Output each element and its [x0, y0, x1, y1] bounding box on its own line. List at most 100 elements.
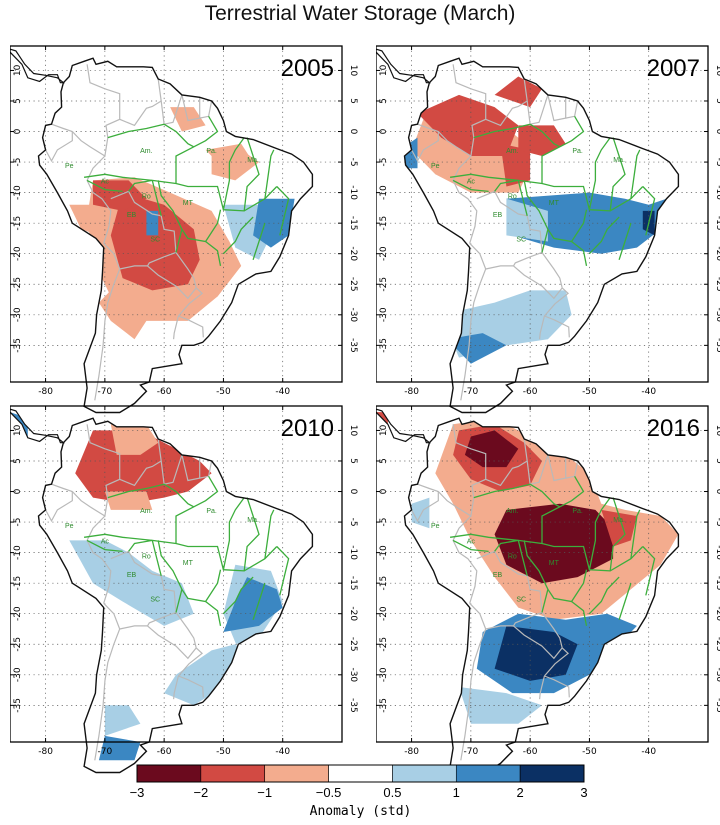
lat-tick-label-left: -20	[379, 606, 389, 621]
map-frame	[376, 45, 709, 383]
lon-tick-label-top: -50	[582, 44, 597, 45]
state-border	[157, 540, 222, 603]
lat-tick-label-left: -25	[379, 277, 389, 292]
lat-tick-label-left: -30	[13, 667, 23, 682]
state-border	[523, 180, 588, 243]
lon-tick-label-bottom: -40	[275, 387, 290, 397]
lat-tick-label-right: 10	[714, 65, 720, 77]
lon-tick-label-top: -80	[38, 44, 53, 45]
lat-tick-label-right: -20	[348, 246, 358, 261]
lat-tick-label-right: -10	[714, 185, 720, 200]
country-border	[157, 78, 162, 102]
state-border	[630, 149, 641, 199]
state-border	[517, 540, 528, 576]
lat-tick-label-left: -10	[13, 185, 23, 200]
panel-year-label: 2007	[647, 55, 700, 82]
region-label: Ma.	[613, 517, 625, 524]
anomaly-field-2016	[376, 412, 679, 724]
country-border	[543, 647, 570, 677]
state-border	[541, 589, 549, 613]
lon-tick-label-bottom: -50	[216, 747, 231, 757]
country-border	[476, 190, 543, 258]
country-border	[523, 438, 528, 462]
lat-tick-label-left: -15	[13, 216, 23, 231]
anomaly-region	[69, 540, 194, 626]
anomaly-region	[104, 705, 141, 736]
lat-tick-label-left: 5	[13, 98, 23, 104]
anomaly-region	[376, 76, 394, 89]
state-border	[264, 509, 275, 559]
state-border	[541, 475, 585, 544]
lat-tick-label-left: -5	[379, 158, 389, 167]
country-border	[160, 454, 183, 485]
state-border	[630, 509, 641, 559]
country-border	[177, 647, 204, 677]
region-label: MT	[183, 560, 194, 567]
lat-tick-label-left: 5	[13, 458, 23, 464]
region-label: MT	[183, 200, 194, 207]
map-panel-2016: Am. Pa. Ma. MT Ro Ac EB SC Pe 2016 -80 -80 -70 -70 -60…	[376, 404, 720, 788]
region-label: SC	[516, 596, 526, 603]
lon-tick-label-top: -50	[582, 404, 597, 405]
state-border	[588, 216, 620, 255]
country-border	[411, 131, 439, 163]
anomaly-region	[69, 204, 99, 236]
region-label: Ro	[142, 554, 151, 561]
state-border	[151, 180, 162, 216]
country-border	[160, 94, 183, 125]
coastline	[37, 57, 314, 414]
coastline-central-america	[10, 48, 66, 84]
region-label: Pa.	[206, 508, 217, 515]
map-svg-2007: Am. Pa. Ma. MT Ro Ac EB SC Pe 2007 -80 -80 -70 -70 -60…	[376, 44, 720, 414]
state-border	[618, 223, 632, 260]
lon-tick-label-bottom: -40	[275, 747, 290, 757]
region-label: Ac	[101, 538, 110, 545]
lat-tick-label-left: -20	[13, 606, 23, 621]
lat-tick-label-left: -15	[379, 216, 389, 231]
state-border	[529, 483, 561, 508]
state-border	[128, 539, 153, 552]
state-border	[264, 149, 275, 199]
country-border	[523, 78, 528, 102]
coastline	[403, 417, 680, 774]
lat-tick-label-left: -30	[379, 307, 389, 322]
map-frame	[10, 405, 343, 743]
country-border	[485, 100, 528, 127]
lat-tick-label-right: -15	[348, 216, 358, 231]
country-border	[86, 64, 121, 138]
state-border	[450, 173, 644, 212]
lat-tick-label-left: -10	[13, 545, 23, 560]
state-border	[529, 123, 561, 148]
country-border	[543, 287, 570, 317]
country-border	[86, 515, 112, 604]
state-border	[452, 539, 489, 553]
lon-tick-label-top: -40	[275, 44, 290, 45]
state-border	[86, 179, 123, 193]
country-border	[147, 265, 197, 300]
state-border	[205, 600, 222, 627]
country-border	[452, 424, 487, 498]
anomaly-region	[223, 577, 283, 632]
map-frame	[10, 45, 343, 383]
lon-tick-label-top: -70	[464, 404, 479, 405]
lat-tick-label-left: -15	[13, 576, 23, 591]
lat-tick-label-left: -25	[13, 277, 23, 292]
state-border	[205, 240, 222, 267]
lat-tick-label-left: -5	[13, 158, 23, 167]
map-svg-2010: Am. Pa. Ma. MT Ro Ac EB SC Pe 2010 -80 -80 -70 -70 -60…	[10, 404, 358, 774]
map-content-2005: Am. Pa. Ma. MT Ro Ac EB SC Pe 2005 -80 -80 -70 -70 -60…	[10, 44, 358, 414]
state-border	[450, 533, 644, 572]
region-label: Ac	[467, 538, 476, 545]
coastline	[403, 57, 680, 414]
region-label: MT	[549, 560, 560, 567]
state-border	[588, 576, 620, 615]
lat-tick-label-left: -15	[379, 576, 389, 591]
lat-tick-label-right: -5	[714, 518, 720, 527]
lon-tick-label-bottom: -70	[98, 747, 113, 757]
region-label: EB	[493, 212, 503, 219]
region-label: Pa.	[572, 508, 583, 515]
country-border	[544, 675, 570, 698]
anomaly-region	[464, 430, 519, 468]
lon-tick-label-bottom: -80	[404, 747, 419, 757]
lat-tick-label-right: -20	[348, 606, 358, 621]
